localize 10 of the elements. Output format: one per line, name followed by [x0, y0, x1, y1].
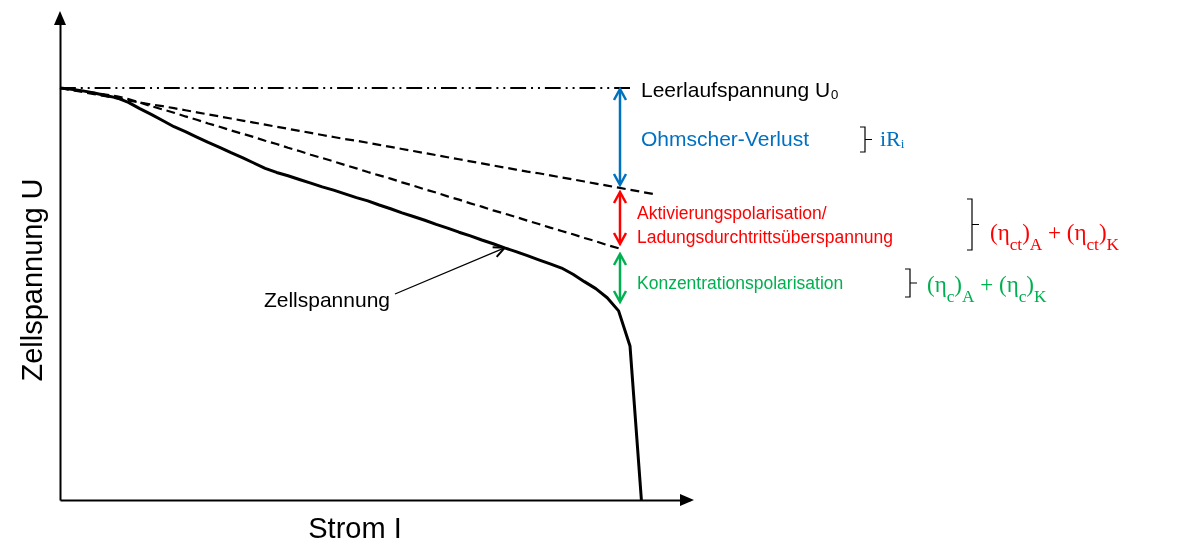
y-axis-title: Zellspannung U	[16, 178, 48, 382]
text: (η$_{ct}$)$_{A}$ + (η$_{ct}$)$_{K}$	[990, 220, 1120, 254]
annotation: Konzentrationspolarisation	[637, 273, 844, 293]
annotation: Aktivierungspolarisation/ Ladungsdurchtrittsüberspannung	[637, 203, 893, 247]
x-axis-title: Strom I	[308, 512, 402, 544]
annotation: Zellspannung	[263, 288, 390, 311]
annotation: Leerlaufspannung U₀	[641, 78, 839, 101]
text: (η$_{c}$)$_{A}$ + (η$_{c}$)$_{K}$	[927, 272, 1048, 306]
annotation: Ohmscher-Verlust	[641, 127, 810, 150]
text: iRᵢ	[880, 126, 905, 151]
